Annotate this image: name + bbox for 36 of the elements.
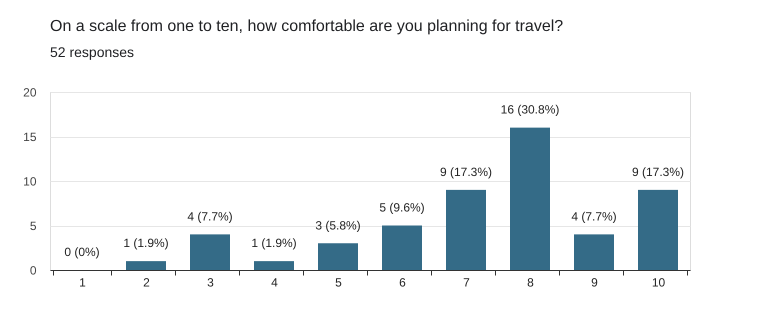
x-tick-label: 3: [207, 276, 214, 290]
x-tick-label: 8: [527, 276, 534, 290]
bar: [510, 128, 550, 270]
bar: [318, 243, 358, 270]
chart-title: On a scale from one to ten, how comfortable are you planning for travel?: [50, 18, 564, 35]
y-tick-label: 10: [23, 174, 37, 188]
x-tick-label: 5: [335, 276, 342, 290]
data-label: 0 (0%): [64, 245, 100, 259]
bar: [190, 234, 230, 270]
chart-subtitle: 52 responses: [50, 44, 134, 60]
bar: [254, 261, 294, 270]
y-tick-label: 15: [23, 130, 37, 144]
data-label: 9 (17.3%): [632, 164, 684, 179]
bar: [126, 261, 166, 270]
y-tick-label: 0: [30, 264, 37, 278]
x-tick-label: 7: [463, 276, 470, 290]
data-label: 3 (5.8%): [315, 218, 361, 232]
data-label: 4 (7.7%): [187, 209, 233, 224]
x-tick-label: 2: [143, 276, 150, 290]
bar: [382, 226, 422, 270]
bar: [638, 190, 678, 270]
x-tick-label: 4: [271, 276, 278, 290]
x-tick-label: 1: [79, 276, 86, 290]
data-label: 5 (9.6%): [379, 200, 425, 214]
data-label: 16 (30.8%): [500, 102, 560, 117]
y-tick-label: 20: [23, 86, 37, 100]
data-label: 1 (1.9%): [251, 236, 297, 250]
data-label: 4 (7.7%): [571, 209, 617, 224]
data-label: 1 (1.9%): [123, 236, 169, 250]
bar: [446, 190, 486, 270]
y-tick-label: 5: [30, 219, 37, 233]
data-label: 9 (17.3%): [440, 164, 492, 179]
x-tick-label: 10: [652, 276, 666, 290]
bar: [574, 234, 614, 270]
x-tick-label: 6: [399, 276, 406, 290]
x-tick-label: 9: [591, 276, 598, 290]
